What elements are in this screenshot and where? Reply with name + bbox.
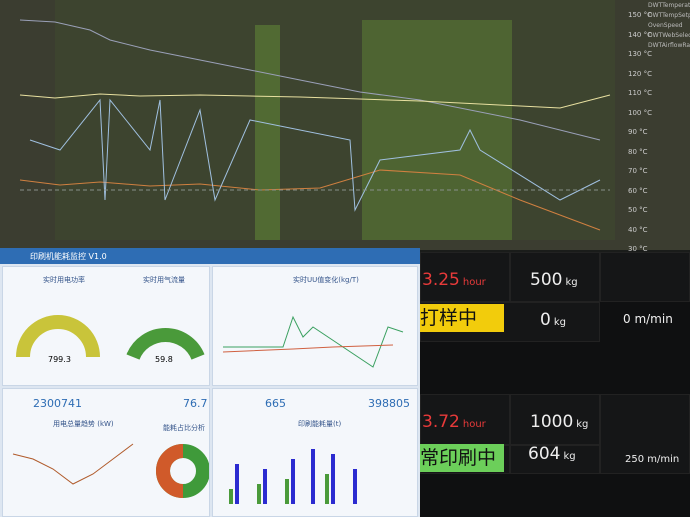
chart-title: 实时UU值变化(kg/T) bbox=[293, 276, 359, 284]
gauges bbox=[16, 315, 205, 360]
axis-label: 90 °C bbox=[628, 128, 648, 136]
counter: 76.7 bbox=[183, 397, 208, 410]
gauge-title: 实时用气流量 bbox=[143, 276, 185, 284]
axis-label: 140 °C bbox=[628, 30, 652, 39]
status: 常印刷中 bbox=[420, 444, 504, 472]
time-unit: hour bbox=[462, 277, 486, 288]
waste-value: 0 kg bbox=[540, 310, 566, 330]
panel bbox=[510, 252, 600, 302]
counter: 398805 bbox=[368, 397, 410, 410]
axis-label: 40 °C bbox=[628, 225, 648, 234]
time-value: 3.72 hour bbox=[422, 412, 486, 432]
counter: 665 bbox=[265, 397, 286, 410]
line-and-donut bbox=[12, 443, 209, 498]
legend-item: DWTWebSelector bbox=[648, 32, 690, 39]
weight-value: 500 kg bbox=[530, 270, 578, 290]
gauge-value: 799.3 bbox=[48, 355, 71, 364]
axis-label: 110 °C bbox=[628, 89, 652, 97]
speed: 250 m/min bbox=[625, 454, 680, 465]
time-unit: hour bbox=[462, 419, 486, 430]
legend-item: DWTTempSetpoint bbox=[648, 12, 690, 19]
panel bbox=[420, 252, 510, 302]
energy-dashboard: 印刷机能耗监控 V1.0 实时用电功率 实时用气流量 799.3 59.8 实时… bbox=[0, 248, 420, 517]
axis-label: 150 °C bbox=[628, 11, 652, 19]
axis-label: 70 °C bbox=[628, 167, 648, 175]
speed: 0 m/min bbox=[623, 312, 673, 326]
axis-label: 130 °C bbox=[628, 50, 652, 58]
axis-label: 80 °C bbox=[628, 147, 648, 156]
uu-trend bbox=[222, 315, 404, 368]
counter: 2300741 bbox=[33, 397, 82, 410]
chart-title: 能耗占比分析 bbox=[163, 424, 205, 432]
time-value: 3.25 hour bbox=[422, 270, 486, 290]
waste-unit: kg bbox=[553, 317, 566, 328]
chart-title: 用电总量趋势 (kW) bbox=[53, 420, 114, 428]
press-monitor: 3.25 hour 500 kg 0 kg 0 m/min 打样中 3.72 hour 1000 kg… bbox=[420, 252, 690, 517]
axis-label: 60 °C bbox=[628, 186, 648, 195]
weight-value: 1000 kg bbox=[530, 412, 589, 432]
chart-title: 印刷能耗量(t) bbox=[298, 420, 342, 428]
legend-item: DWTTemperature bbox=[648, 2, 690, 9]
waste-value: 604 kg bbox=[528, 444, 576, 464]
bar-chart bbox=[229, 449, 357, 504]
panel bbox=[600, 252, 690, 302]
axis-label: 30 °C bbox=[628, 245, 648, 253]
status: 打样中 bbox=[420, 304, 504, 332]
axis-label: 50 °C bbox=[628, 206, 648, 214]
weight-unit: kg bbox=[576, 419, 589, 430]
legend-item: DWTAirflowRate bbox=[648, 42, 690, 49]
axis-label: 120 °C bbox=[628, 69, 652, 78]
gauge-title: 实时用电功率 bbox=[43, 276, 85, 284]
legend-item: OvenSpeed bbox=[648, 22, 683, 29]
panel bbox=[510, 394, 600, 474]
waste-unit: kg bbox=[563, 451, 576, 462]
weight-unit: kg bbox=[565, 277, 578, 288]
header: 印刷机能耗监控 V1.0 bbox=[30, 252, 107, 261]
trend-monitor bbox=[0, 0, 690, 250]
gauge-value: 59.8 bbox=[155, 355, 173, 364]
axis-label: 100 °C bbox=[628, 108, 652, 117]
